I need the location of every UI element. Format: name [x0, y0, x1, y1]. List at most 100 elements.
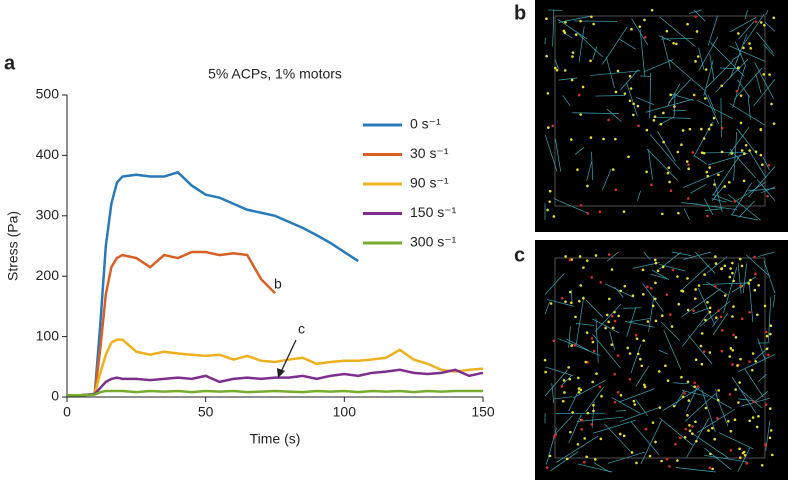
filament [707, 256, 728, 274]
filament [762, 156, 770, 171]
filament [658, 35, 671, 42]
particle [695, 30, 699, 33]
filament [696, 99, 734, 120]
particle [764, 330, 768, 334]
filament [732, 66, 746, 109]
particle [706, 300, 709, 304]
particle [770, 102, 773, 106]
particle [664, 364, 667, 368]
filament [607, 451, 646, 464]
particle [723, 185, 726, 188]
particle [696, 55, 700, 58]
particle [668, 313, 672, 316]
particle [586, 411, 590, 415]
particle [573, 344, 577, 347]
filament [673, 382, 689, 385]
particle [748, 42, 751, 45]
filament [690, 431, 729, 459]
particle [732, 279, 735, 283]
particle [589, 136, 593, 139]
particle [651, 304, 655, 308]
particle [617, 314, 620, 318]
particle [645, 128, 649, 132]
filament [586, 161, 592, 181]
x-tick-label: 100 [333, 404, 357, 420]
particle [660, 314, 664, 318]
filament [690, 385, 732, 409]
particle [686, 414, 689, 417]
filament [729, 103, 765, 126]
filament [710, 42, 745, 77]
particle [594, 254, 598, 257]
filament [593, 419, 636, 434]
x-axis-label: Time (s) [250, 431, 301, 447]
filament [729, 148, 756, 179]
filament [550, 451, 579, 472]
particle [631, 113, 635, 117]
particle [671, 268, 675, 272]
filament [585, 386, 604, 412]
filament [630, 344, 642, 373]
particle [636, 352, 640, 356]
particle [616, 390, 620, 394]
legend-label: 150 s⁻¹ [410, 204, 457, 220]
particle [658, 406, 662, 409]
legend-label: 0 s⁻¹ [410, 116, 441, 132]
filament [648, 149, 653, 180]
particle [614, 137, 617, 141]
filament [745, 254, 771, 278]
particle [762, 73, 766, 76]
particle [677, 302, 681, 306]
y-tick-label: 100 [36, 327, 60, 343]
filament [705, 60, 734, 89]
particle [637, 124, 640, 127]
filament [658, 263, 686, 272]
particle [628, 352, 632, 355]
particle [642, 339, 645, 342]
particle [555, 68, 559, 72]
particle [668, 180, 671, 184]
particle [643, 35, 647, 39]
filament [657, 131, 676, 162]
filament [642, 283, 664, 312]
particle [713, 437, 717, 441]
filament [615, 410, 627, 412]
particle [545, 17, 548, 21]
particle [635, 461, 638, 465]
particle [570, 138, 573, 141]
particle [576, 443, 580, 446]
particle [675, 42, 678, 46]
particle [700, 332, 704, 335]
particle [646, 285, 649, 289]
particle [736, 364, 739, 367]
particle [599, 281, 603, 284]
filament [643, 251, 651, 260]
particle [708, 310, 712, 314]
filament [574, 147, 585, 155]
filament [602, 26, 628, 65]
particle [639, 357, 642, 361]
filament [704, 198, 714, 216]
filament [544, 273, 565, 295]
particle [666, 379, 670, 382]
filament [737, 263, 742, 294]
particle [568, 377, 572, 381]
filament [606, 108, 622, 122]
filament [640, 420, 662, 465]
filament [558, 15, 591, 23]
filament [669, 93, 694, 101]
particle [694, 288, 697, 291]
filament [639, 29, 646, 76]
particle [640, 364, 644, 368]
particle [661, 212, 664, 216]
particle [766, 194, 769, 198]
filament [738, 21, 755, 40]
particle [723, 264, 727, 268]
particle [712, 116, 716, 120]
particle [760, 463, 764, 467]
particle [703, 273, 706, 276]
particle [563, 391, 566, 394]
particle [720, 349, 724, 353]
filament [609, 331, 616, 351]
